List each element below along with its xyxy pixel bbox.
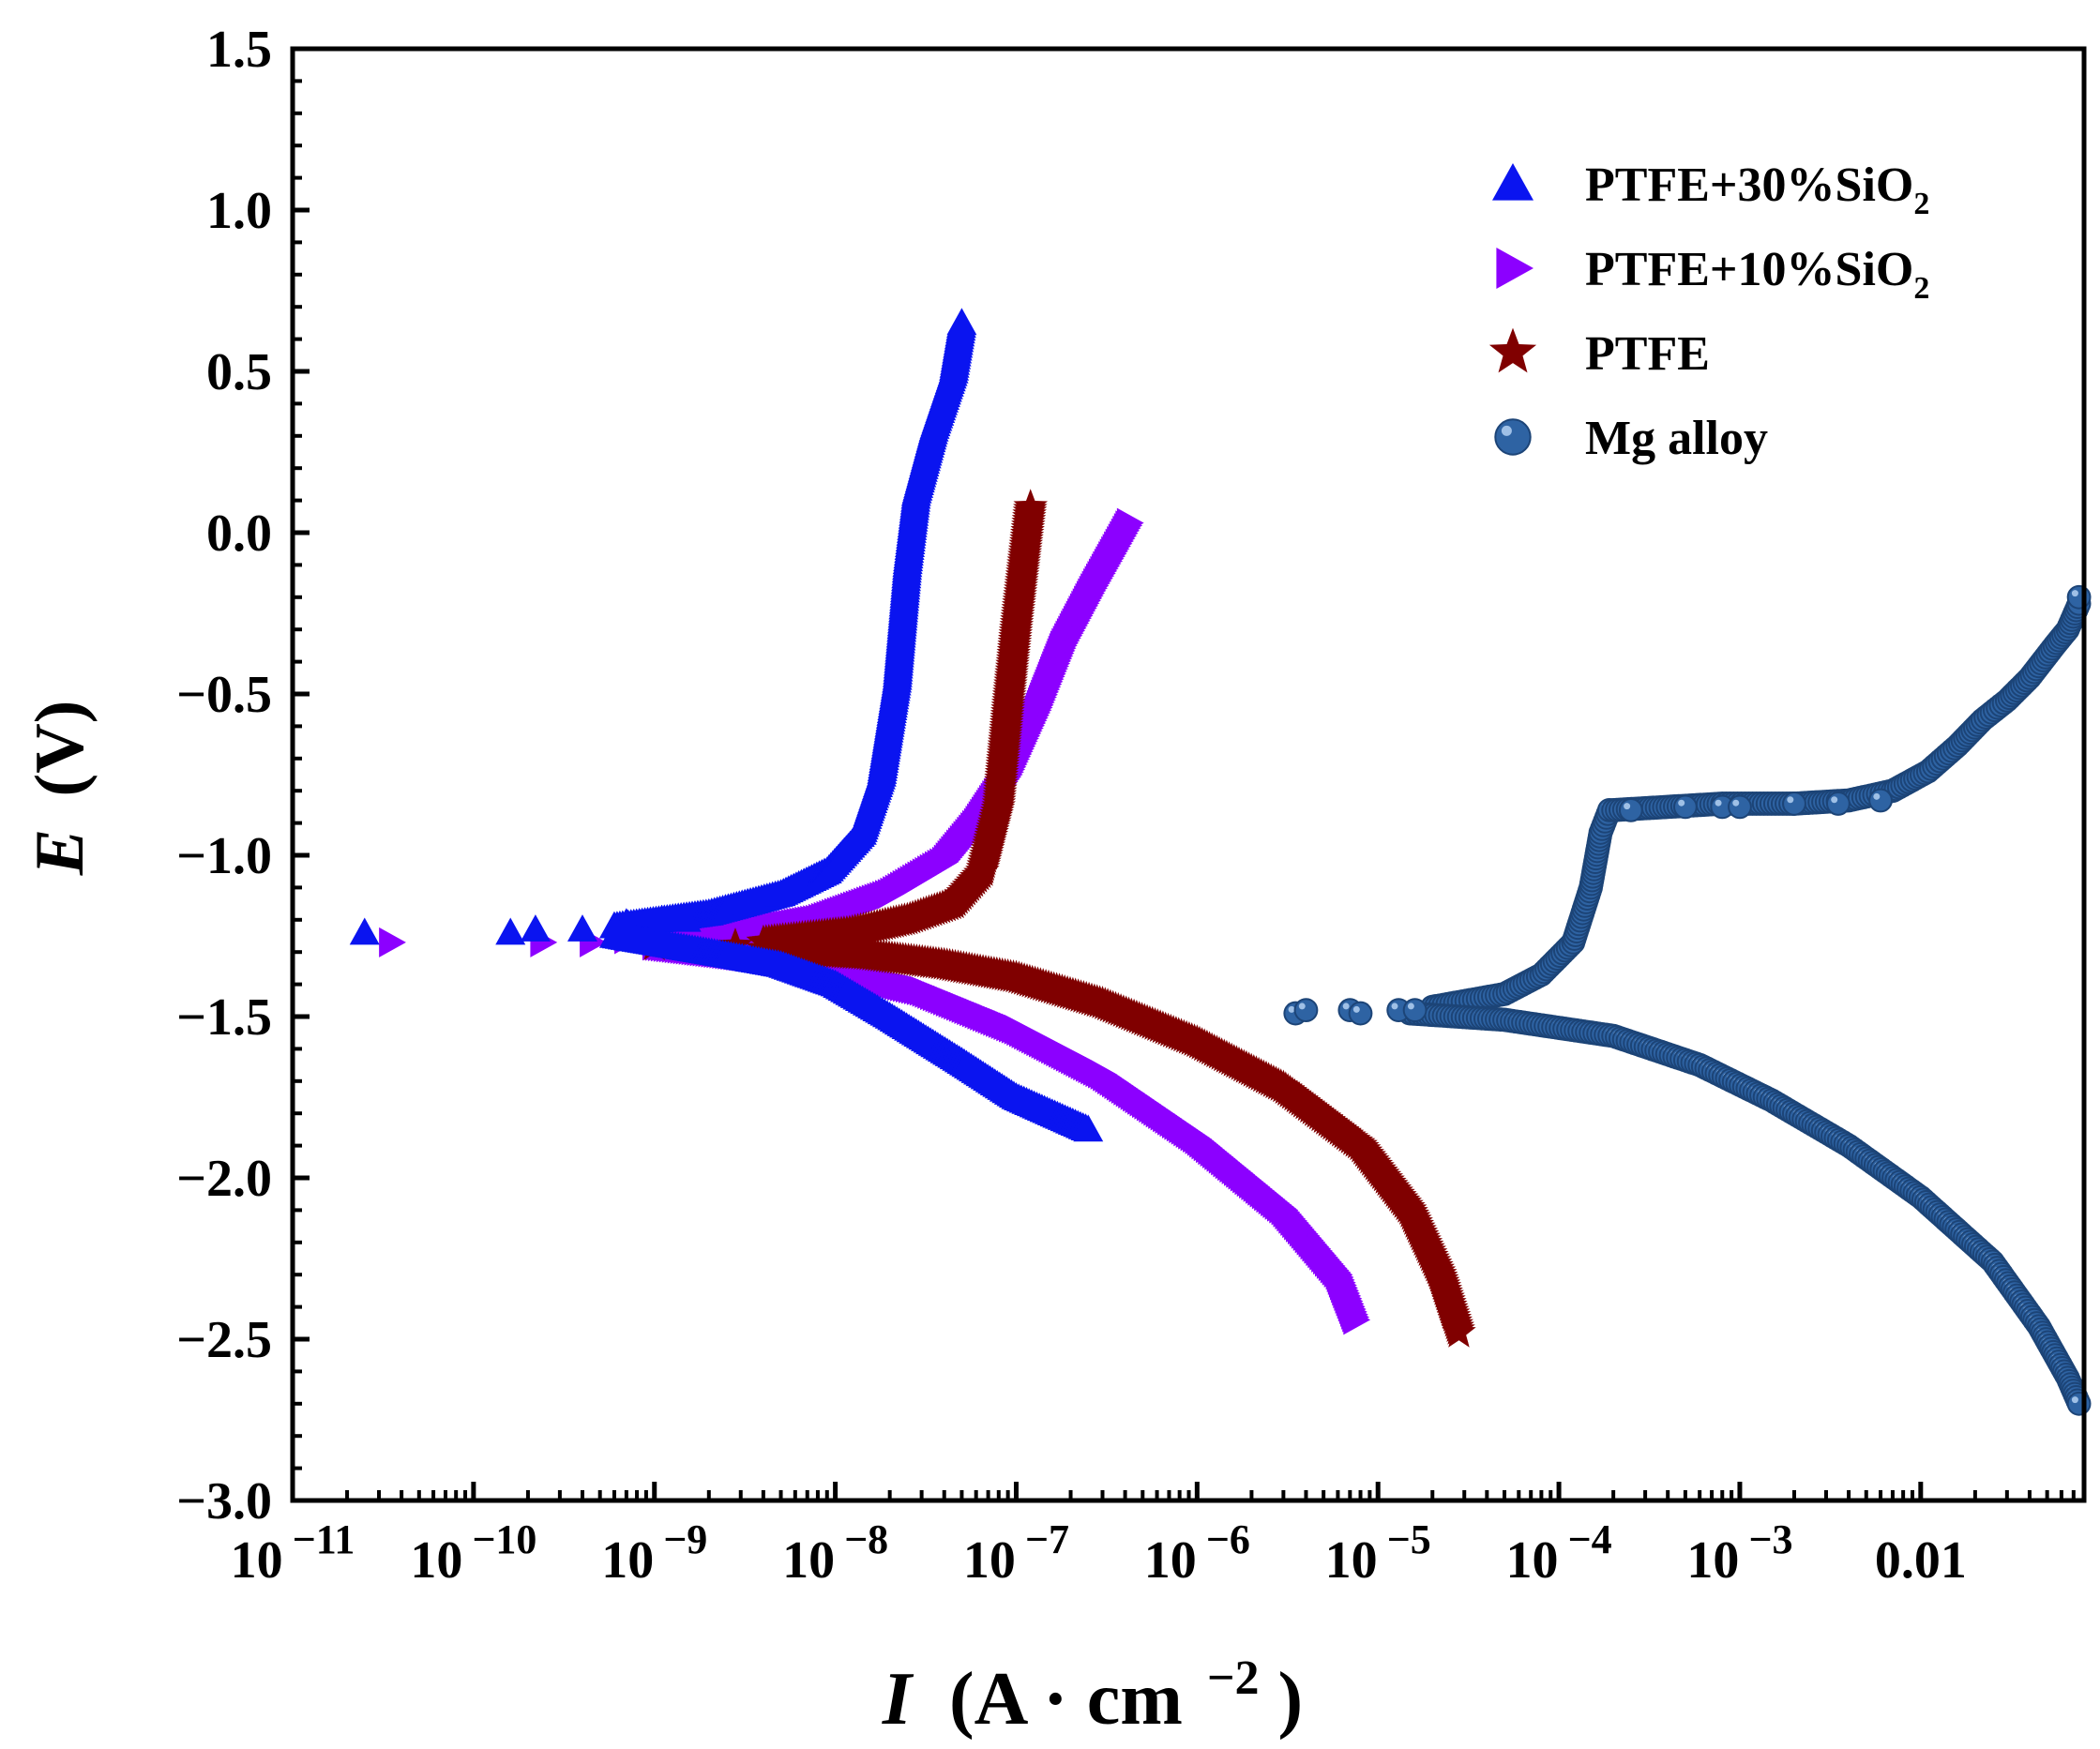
- legend-mg-alloy-label: Mg alloy: [1585, 412, 1768, 465]
- series-mg-alloy-point-highlight: [1624, 803, 1631, 810]
- series-ptfe-30-sio2: [349, 308, 1104, 1142]
- series-mg-alloy-point-highlight: [1288, 1005, 1295, 1013]
- series-mg-alloy-point-highlight: [1873, 792, 1881, 800]
- x-tick-label: 10 −10: [410, 1516, 536, 1590]
- y-tick-label: 0.5: [206, 343, 272, 401]
- x-tick-label: 10 −3: [1686, 1516, 1792, 1590]
- legend: PTFE+30%SiO2 PTFE+10%SiO2 PTFE Mg alloy: [1488, 158, 1929, 465]
- x-tick-label: 10 −4: [1506, 1516, 1612, 1590]
- y-tick-label: −1.0: [176, 827, 272, 885]
- x-tick-label: 10 −8: [782, 1516, 888, 1590]
- series-ptfe-30-sio2-point: [495, 917, 526, 945]
- legend-ptfe-10-sio2-label: PTFE+10%SiO2: [1585, 243, 1929, 306]
- series-mg-alloy-point-highlight: [1407, 1003, 1414, 1010]
- series-mg-alloy-point-highlight: [2071, 590, 2078, 597]
- y-tick-label: 1.5: [206, 21, 272, 79]
- series-ptfe-10-sio2-anodic-point: [1116, 507, 1144, 538]
- x-tick-label: 10 −5: [1325, 1516, 1431, 1590]
- series-mg-alloy-point-highlight: [1715, 799, 1722, 807]
- y-tick-label: −3.0: [176, 1472, 272, 1530]
- series-mg-alloy-point: [2066, 584, 2092, 610]
- legend-ptfe-30-sio2-label: PTFE+30%SiO2: [1585, 158, 1929, 221]
- series-ptfe-30-sio2-point: [520, 914, 551, 942]
- legend-mg-alloy-marker: [1494, 418, 1532, 456]
- series-mg-alloy-point-highlight: [1831, 796, 1838, 804]
- x-axis-unit-open: (A · cm: [949, 1658, 1183, 1741]
- legend-mg-alloy-marker-highlight: [1501, 425, 1512, 436]
- series-ptfe-30-sio2-point: [611, 908, 642, 936]
- x-tick-label: 10 −7: [963, 1516, 1069, 1590]
- series-mg-alloy-point-highlight: [1391, 1003, 1398, 1010]
- series-mg-alloy-point: [1825, 792, 1851, 816]
- y-axis-symbol: E: [22, 829, 98, 876]
- series-ptfe-anodic-point: [1013, 489, 1048, 521]
- legend-ptfe-label: PTFE: [1585, 327, 1710, 381]
- series-ptfe-point: [718, 927, 753, 960]
- series-ptfe-30-sio2-cathodic-point: [1073, 1114, 1104, 1142]
- series-mg-alloy-point-highlight: [1352, 1005, 1360, 1013]
- legend-ptfe-marker: [1488, 327, 1537, 373]
- series-mg-alloy-point-highlight: [1342, 1003, 1350, 1010]
- series-mg-alloy-point: [1618, 797, 1643, 822]
- y-tick-label: −1.5: [176, 988, 272, 1047]
- series-mg-alloy-point-highlight: [1732, 799, 1740, 807]
- y-axis-title: E (V): [22, 701, 98, 877]
- series-mg-alloy-point: [1868, 788, 1893, 813]
- series-mg-alloy-point: [1348, 1001, 1373, 1026]
- series-mg-alloy-point: [1402, 998, 1428, 1023]
- series-ptfe-point: [800, 927, 836, 960]
- y-tick-label: −2.0: [176, 1150, 272, 1208]
- legend-ptfe-30-sio2-marker: [1492, 163, 1533, 201]
- series-ptfe-30-sio2-anodic-point: [946, 308, 977, 336]
- series-mg-alloy-point: [1728, 794, 1752, 820]
- series-ptfe-point: [771, 927, 806, 960]
- data-series-group: [349, 308, 2092, 1416]
- x-axis-title: I (A · cm −2 ): [882, 1628, 1303, 1741]
- series-ptfe: [637, 489, 1476, 1348]
- series-mg-alloy-point-highlight: [1787, 796, 1794, 804]
- series-mg-alloy-point: [1782, 792, 1806, 816]
- series-mg-alloy-point: [1672, 794, 1698, 820]
- series-ptfe-30-sio2-point: [671, 904, 702, 932]
- series-mg-alloy-point-highlight: [1298, 1003, 1306, 1010]
- series-ptfe-30-sio2-point: [567, 914, 597, 942]
- y-tick-label: 1.0: [206, 182, 272, 240]
- series-mg-alloy-cathodic-point-highlight: [2071, 1396, 2078, 1404]
- x-tick-label: 10 −6: [1144, 1516, 1250, 1590]
- series-ptfe-10-sio2-point: [379, 927, 406, 957]
- y-tick-label: −2.5: [176, 1311, 272, 1369]
- x-tick-label: 0.01: [1875, 1531, 1967, 1590]
- y-axis-unit: (V): [22, 701, 98, 797]
- x-tick-label: 10 −9: [601, 1516, 707, 1590]
- y-tick-label: −0.5: [176, 666, 272, 724]
- x-axis-unit-exponent: −2: [1207, 1651, 1260, 1705]
- series-ptfe-30-sio2-point: [646, 904, 677, 932]
- series-ptfe-cathodic-point: [1442, 1314, 1476, 1348]
- x-axis-symbol: I: [882, 1658, 914, 1741]
- series-mg-alloy-point-highlight: [1678, 799, 1685, 807]
- series-ptfe-30-sio2-point: [349, 917, 380, 945]
- x-tick-label: 10 −11: [231, 1516, 355, 1590]
- y-tick-label: 0.0: [206, 505, 272, 563]
- series-mg-alloy-point: [1293, 998, 1319, 1023]
- legend-ptfe-10-sio2-marker: [1496, 248, 1533, 289]
- x-axis-unit-close: ): [1277, 1658, 1303, 1741]
- axes-group: 1.51.00.50.0−0.5−1.0−1.5−2.0−2.5−3.010 −1…: [176, 21, 2076, 1590]
- series-mg-alloy: [1283, 584, 2092, 1416]
- series-ptfe-10-sio2-cathodic-point: [1343, 1304, 1371, 1335]
- series-mg-alloy-cathodic-point: [2066, 1391, 2092, 1416]
